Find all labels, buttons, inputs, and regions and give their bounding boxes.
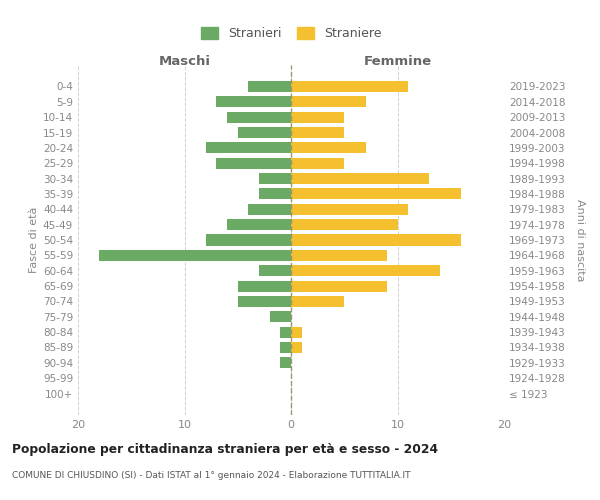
Bar — [259, 265, 291, 276]
Legend: Stranieri, Straniere: Stranieri, Straniere — [196, 22, 386, 46]
Bar — [227, 112, 291, 122]
Bar — [291, 219, 398, 230]
Y-axis label: Fasce di età: Fasce di età — [29, 207, 39, 273]
Bar — [280, 358, 291, 368]
Bar — [291, 142, 365, 154]
Bar — [227, 219, 291, 230]
Bar — [291, 81, 408, 92]
Bar — [291, 158, 344, 168]
Bar — [291, 342, 302, 353]
Bar — [291, 250, 387, 261]
Bar — [238, 127, 291, 138]
Text: Maschi: Maschi — [158, 55, 211, 68]
Bar — [270, 312, 291, 322]
Bar — [238, 280, 291, 291]
Bar — [291, 234, 461, 246]
Bar — [280, 326, 291, 338]
Bar — [248, 204, 291, 215]
Y-axis label: Anni di nascita: Anni di nascita — [575, 198, 585, 281]
Bar — [291, 96, 365, 108]
Bar — [99, 250, 291, 261]
Bar — [259, 173, 291, 184]
Text: Popolazione per cittadinanza straniera per età e sesso - 2024: Popolazione per cittadinanza straniera p… — [12, 442, 438, 456]
Bar — [248, 81, 291, 92]
Bar — [291, 265, 440, 276]
Bar — [238, 296, 291, 307]
Bar — [291, 326, 302, 338]
Bar — [206, 142, 291, 154]
Bar — [291, 188, 461, 200]
Bar — [291, 127, 344, 138]
Text: COMUNE DI CHIUSDINO (SI) - Dati ISTAT al 1° gennaio 2024 - Elaborazione TUTTITAL: COMUNE DI CHIUSDINO (SI) - Dati ISTAT al… — [12, 471, 410, 480]
Bar — [217, 96, 291, 108]
Bar — [259, 188, 291, 200]
Bar — [291, 204, 408, 215]
Bar — [291, 112, 344, 122]
Bar — [206, 234, 291, 246]
Bar — [291, 280, 387, 291]
Bar — [291, 173, 430, 184]
Text: Femmine: Femmine — [364, 55, 431, 68]
Bar — [291, 296, 344, 307]
Bar — [280, 342, 291, 353]
Bar — [217, 158, 291, 168]
